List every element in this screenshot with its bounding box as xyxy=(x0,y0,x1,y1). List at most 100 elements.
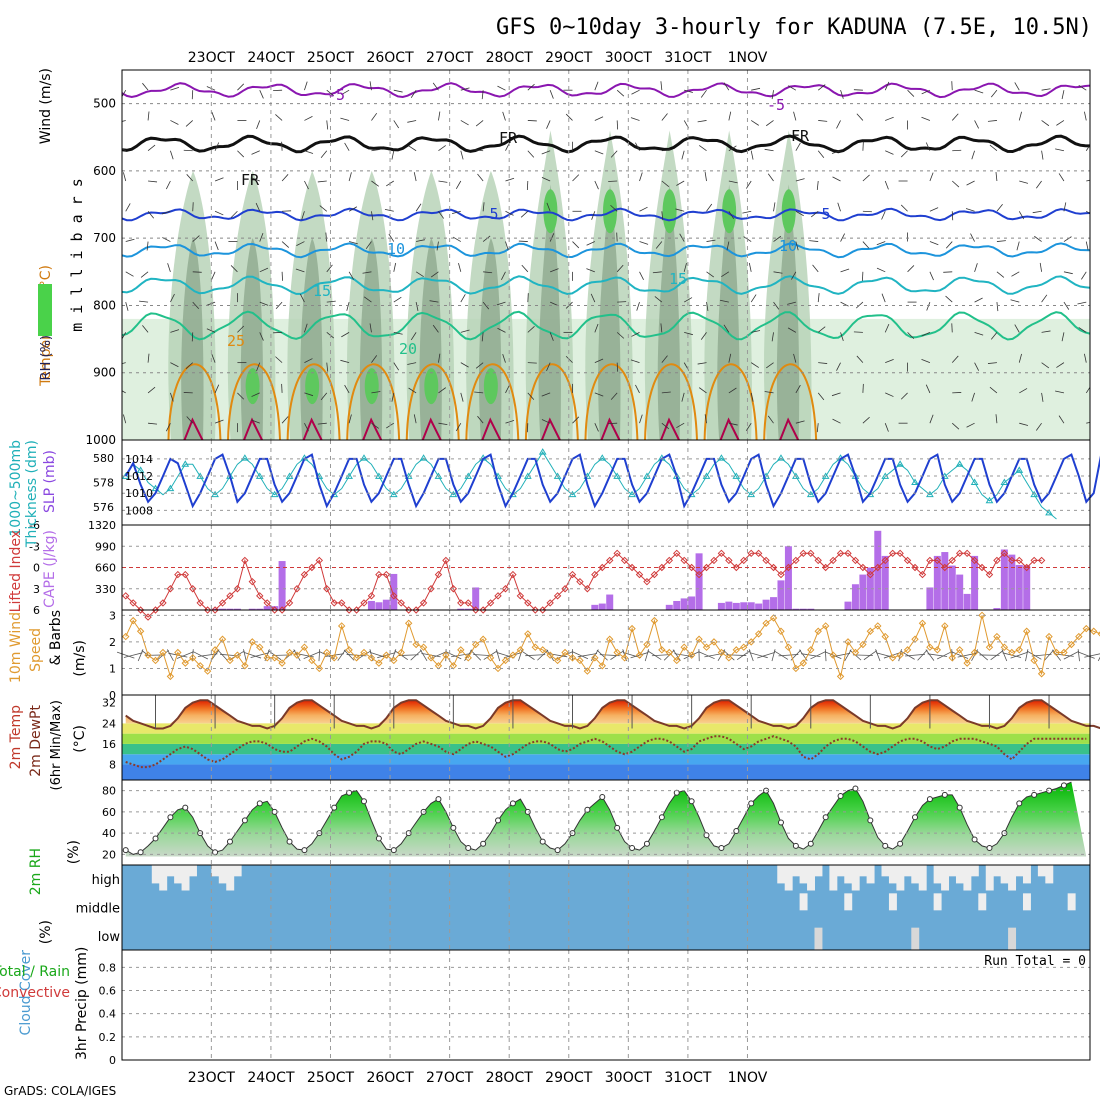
wind-speed-point xyxy=(270,654,279,662)
rh-point xyxy=(882,842,889,849)
wind-barb xyxy=(122,120,126,122)
wind-barb xyxy=(572,241,580,249)
lifted-index-point xyxy=(464,599,472,607)
lifted-index-point xyxy=(457,599,465,607)
wind-barb xyxy=(502,353,506,363)
contour-25 xyxy=(405,363,460,440)
wind-speed-point xyxy=(851,648,860,657)
rh-tick: 80 xyxy=(102,785,116,798)
wind-barb xyxy=(125,301,129,311)
wind-barb xyxy=(750,120,759,126)
wind-barb xyxy=(546,120,551,129)
wind-barb xyxy=(856,113,864,121)
wind-barb xyxy=(840,301,849,307)
lifted-index-point xyxy=(1015,556,1023,565)
wind-barb xyxy=(565,301,573,309)
lifted-index-point xyxy=(881,556,889,565)
cape-bar xyxy=(591,604,599,610)
wind-speed-point xyxy=(233,651,242,659)
cape-bar xyxy=(784,546,792,610)
wind-barb xyxy=(460,392,464,402)
cloud-high-gap xyxy=(993,865,1002,877)
wind-barb xyxy=(885,150,894,155)
wind-speed-point xyxy=(583,667,592,675)
wind-barb xyxy=(281,416,289,424)
wind-barb xyxy=(550,268,559,273)
wind-barb xyxy=(167,263,171,272)
date-label-top: 30OCT xyxy=(605,50,653,66)
wind-barb xyxy=(728,211,735,220)
lifted-index-point xyxy=(189,585,197,593)
wind-barb xyxy=(971,392,975,402)
lifted-index-point xyxy=(144,613,152,621)
contour-25 xyxy=(703,363,758,440)
wind-barb xyxy=(1034,235,1042,242)
wind-barb xyxy=(996,302,999,312)
wind-speed-point xyxy=(561,648,569,657)
wind-barb xyxy=(748,262,752,272)
wind-speed-point xyxy=(1075,632,1083,641)
wind-barb xyxy=(475,120,484,127)
thickness-unit: Thickness (dm) xyxy=(24,440,40,548)
wind-barb xyxy=(990,332,998,340)
wind-barb xyxy=(751,330,761,333)
wind-speed-point xyxy=(524,630,532,638)
wind-barb xyxy=(275,114,283,121)
wind-speed-point xyxy=(970,648,979,657)
wind-barb xyxy=(326,120,329,130)
wind-barb xyxy=(483,271,493,274)
wind-barb xyxy=(416,239,426,242)
slp-tick: 1010 xyxy=(125,487,153,500)
wind-barb xyxy=(996,240,1006,242)
wind-barb xyxy=(481,332,484,342)
thickness-point xyxy=(911,478,919,485)
wind-barb xyxy=(325,232,328,242)
lifted-index-point xyxy=(241,556,249,565)
wind-barb xyxy=(810,210,819,218)
rh-point xyxy=(703,832,710,839)
thickness-point xyxy=(568,490,577,498)
wind-barb xyxy=(481,90,484,100)
wind-barb xyxy=(429,300,439,303)
wind-barb xyxy=(438,422,448,425)
wind-barb xyxy=(723,82,730,91)
wind-barb xyxy=(1056,362,1065,368)
lifted-index-point xyxy=(859,563,867,572)
wind-barb xyxy=(616,264,624,273)
wind-barb xyxy=(549,332,554,341)
cape-bar xyxy=(799,608,807,610)
wind-barb xyxy=(410,89,417,98)
thickness-point xyxy=(747,490,756,498)
wind-barb xyxy=(639,414,643,424)
lifted-index-point xyxy=(568,570,577,579)
cloud-high-gap xyxy=(792,865,801,877)
pressure-tick: 1000 xyxy=(85,433,116,447)
cape-tick: 990 xyxy=(95,540,116,553)
wind-barb xyxy=(362,271,372,274)
lifted-index-point xyxy=(844,549,852,558)
wind-barb xyxy=(675,208,685,212)
wind-barb xyxy=(929,271,934,281)
lifted-index-point xyxy=(494,592,502,600)
wind-speed-point xyxy=(144,651,152,659)
wind-barb xyxy=(482,235,491,242)
wind-barb xyxy=(594,423,599,432)
wind-barb xyxy=(165,180,171,190)
wind-barb xyxy=(764,391,774,394)
wind-barb xyxy=(572,174,580,182)
wind-barb xyxy=(1086,421,1090,424)
wind-barb xyxy=(728,353,732,363)
lifted-index-tick: 3 xyxy=(33,583,40,596)
lifted-index-point xyxy=(911,563,919,572)
lifted-index-line xyxy=(125,552,1042,618)
surface-wind-barb xyxy=(318,649,321,662)
wind-barb xyxy=(460,120,469,126)
surface-wind-barb xyxy=(905,653,925,657)
wind-barb xyxy=(384,209,394,212)
wind-barb xyxy=(836,362,841,371)
wind-barb xyxy=(631,332,640,337)
wind-barb xyxy=(326,362,329,372)
slp-line xyxy=(124,453,1100,509)
wind-barb xyxy=(186,174,194,182)
surface-wind-barb xyxy=(936,650,953,660)
